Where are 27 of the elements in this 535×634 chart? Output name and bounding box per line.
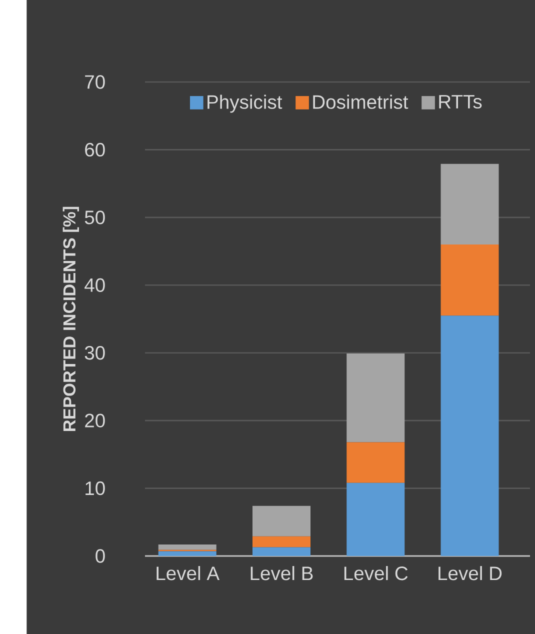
x-tick-label: Level B bbox=[250, 566, 313, 580]
y-tick-label: 10 bbox=[86, 481, 105, 496]
bar bbox=[252, 506, 310, 536]
y-axis-title: REPORTED INCIDENTS [%] bbox=[62, 206, 79, 432]
bar bbox=[346, 482, 405, 556]
bar bbox=[252, 536, 310, 548]
legend-label: Dosimetrist bbox=[313, 94, 408, 109]
legend-label: Physicist bbox=[208, 94, 282, 113]
x-tick-label: Level C bbox=[344, 566, 408, 580]
x-tick-label: Level A bbox=[156, 566, 220, 580]
bar bbox=[440, 244, 499, 316]
y-tick-label: 30 bbox=[84, 346, 105, 360]
bar bbox=[440, 164, 499, 245]
x-tick-label: Level D bbox=[438, 566, 502, 580]
y-tick-label: 70 bbox=[85, 75, 105, 89]
bar bbox=[346, 354, 405, 442]
bar bbox=[346, 442, 405, 483]
y-tick-label: 60 bbox=[85, 142, 105, 157]
y-tick-label: 0 bbox=[96, 549, 105, 563]
bar bbox=[158, 551, 216, 556]
y-tick-label: 40 bbox=[84, 278, 105, 292]
y-tick-label: 20 bbox=[85, 414, 105, 428]
bar bbox=[440, 316, 499, 556]
y-tick-label: 50 bbox=[84, 210, 105, 224]
bar bbox=[158, 544, 216, 550]
legend-label: RTTs bbox=[439, 95, 482, 109]
bar bbox=[252, 547, 310, 556]
